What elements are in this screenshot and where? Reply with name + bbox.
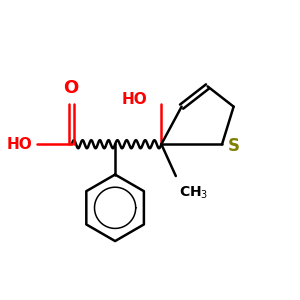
Text: HO: HO bbox=[7, 137, 33, 152]
Text: S: S bbox=[228, 137, 240, 155]
Text: CH$_3$: CH$_3$ bbox=[179, 185, 208, 201]
Text: O: O bbox=[63, 79, 78, 97]
Text: HO: HO bbox=[121, 92, 147, 107]
